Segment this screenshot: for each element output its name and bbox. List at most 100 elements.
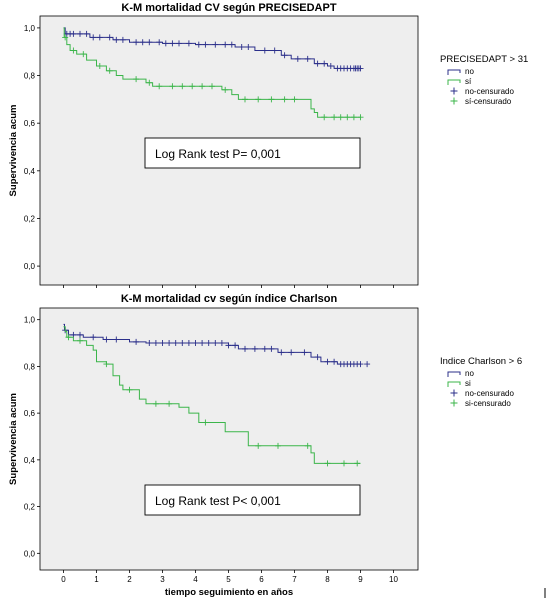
censor-mark-si bbox=[291, 96, 298, 103]
censor-mark-si bbox=[202, 419, 209, 426]
y-tick-label: 0,0 bbox=[24, 549, 36, 558]
y-tick-label: 1,0 bbox=[24, 24, 36, 33]
censor-mark-si bbox=[209, 83, 215, 90]
censor-mark-no bbox=[199, 340, 206, 347]
legend-entry: no-censurado bbox=[465, 389, 514, 398]
legend-title: Indice Charlson > 6 bbox=[440, 356, 522, 367]
censor-mark-si bbox=[96, 63, 103, 70]
censor-mark-no bbox=[228, 41, 235, 48]
legend-line-swatch bbox=[447, 371, 461, 377]
y-tick-label: 0,2 bbox=[24, 214, 36, 223]
x-tick-label: 0 bbox=[61, 575, 66, 584]
censor-mark-si bbox=[255, 96, 262, 103]
censor-mark-si bbox=[80, 51, 87, 58]
censor-mark-si bbox=[169, 83, 176, 90]
logrank-box bbox=[144, 484, 361, 516]
censor-mark-no bbox=[113, 336, 120, 343]
legend-entry: si bbox=[465, 379, 471, 388]
censor-mark-no bbox=[271, 47, 278, 54]
censor-mark-no bbox=[83, 30, 90, 37]
censor-mark-si bbox=[321, 114, 328, 121]
censor-mark-si bbox=[179, 83, 186, 90]
legend-censor-swatch bbox=[450, 97, 458, 105]
censor-mark-no bbox=[357, 361, 364, 368]
censor-mark-si bbox=[337, 114, 344, 121]
x-tick-label: 5 bbox=[226, 575, 231, 584]
censor-mark-si bbox=[126, 386, 133, 393]
censor-mark-no bbox=[314, 60, 321, 67]
y-tick-label: 0,8 bbox=[24, 362, 36, 371]
censor-mark-no bbox=[172, 340, 179, 347]
censor-mark-si bbox=[106, 67, 113, 74]
y-tick-label: 0,4 bbox=[24, 456, 36, 465]
censor-mark-si bbox=[268, 96, 275, 103]
censor-mark-no bbox=[294, 55, 301, 62]
logrank-box bbox=[144, 137, 361, 169]
x-tick-label: 3 bbox=[160, 575, 165, 584]
censor-mark-no bbox=[278, 349, 285, 356]
censor-mark-no bbox=[268, 345, 275, 352]
legend-line-swatch bbox=[447, 69, 461, 75]
censor-mark-no bbox=[195, 41, 202, 48]
legend-censor-swatch bbox=[450, 389, 458, 397]
x-tick-label: 4 bbox=[193, 575, 198, 584]
y-tick-label: 0,8 bbox=[24, 72, 36, 81]
x-tick-label: 7 bbox=[292, 575, 297, 584]
legend-entry: no bbox=[465, 67, 474, 76]
censor-mark-no bbox=[261, 47, 268, 54]
censor-mark-no bbox=[139, 39, 146, 46]
logrank-text: Log Rank test P= 0,001 bbox=[155, 147, 281, 161]
legend-entry: sí-censurado bbox=[465, 97, 512, 106]
censor-mark-si bbox=[331, 114, 338, 121]
censor-mark-no bbox=[324, 358, 331, 365]
x-tick-label: 9 bbox=[358, 575, 363, 584]
legend-entry: si-censurado bbox=[465, 399, 511, 408]
censor-mark-si bbox=[70, 47, 77, 54]
censor-mark-si bbox=[242, 96, 248, 103]
chart-title: K-M mortalidad cv según índice Charlson bbox=[121, 293, 338, 305]
censor-mark-no bbox=[357, 65, 364, 72]
censor-mark-no bbox=[202, 41, 209, 48]
censor-mark-si bbox=[152, 400, 159, 407]
censor-mark-no bbox=[103, 336, 110, 343]
censor-mark-no bbox=[301, 349, 308, 356]
censor-mark-no bbox=[205, 340, 212, 347]
censor-mark-no bbox=[212, 340, 219, 347]
censor-mark-no bbox=[77, 30, 83, 37]
y-tick-label: 0,0 bbox=[24, 262, 36, 271]
censor-mark-no bbox=[314, 354, 321, 361]
legend-censor-swatch bbox=[450, 87, 458, 95]
censor-mark-no bbox=[185, 340, 192, 347]
y-axis-label: Supervivencia acum bbox=[8, 393, 19, 485]
y-tick-label: 0,6 bbox=[24, 119, 36, 128]
chart-title: K-M mortalidad CV según PRECISEDAPT bbox=[121, 2, 336, 14]
censor-mark-no bbox=[90, 334, 97, 341]
censor-mark-si bbox=[156, 83, 163, 90]
censor-mark-no bbox=[212, 41, 219, 48]
y-axis-label: Supervivencia acum bbox=[8, 105, 19, 197]
censor-mark-si bbox=[354, 460, 361, 467]
chart-2: K-M mortalidad cv según índice Charlson 0… bbox=[8, 293, 522, 598]
censor-mark-no bbox=[119, 36, 126, 43]
censor-mark-no bbox=[245, 43, 252, 50]
censor-mark-no bbox=[185, 40, 192, 47]
censor-mark-no bbox=[288, 349, 295, 356]
censor-mark-no bbox=[133, 338, 140, 345]
censor-mark-no bbox=[166, 340, 173, 347]
censor-mark-no bbox=[225, 342, 232, 349]
censor-mark-si bbox=[350, 114, 357, 121]
y-tick-label: 0,6 bbox=[24, 409, 36, 418]
censor-mark-no bbox=[242, 345, 248, 352]
censor-mark-no bbox=[162, 40, 169, 47]
logrank-text: Log Rank test P< 0,001 bbox=[155, 494, 281, 508]
censor-mark-si bbox=[189, 83, 196, 90]
censor-mark-si bbox=[324, 460, 331, 467]
legend-censor-swatch bbox=[450, 399, 458, 407]
legend-line-swatch bbox=[447, 79, 461, 85]
legend-line-swatch bbox=[447, 381, 461, 387]
x-tick-label: 6 bbox=[259, 575, 264, 584]
censor-mark-no bbox=[77, 331, 83, 338]
censor-mark-si bbox=[77, 337, 83, 344]
censor-mark-no bbox=[304, 55, 311, 62]
legend-entry: no-censurado bbox=[465, 87, 514, 96]
